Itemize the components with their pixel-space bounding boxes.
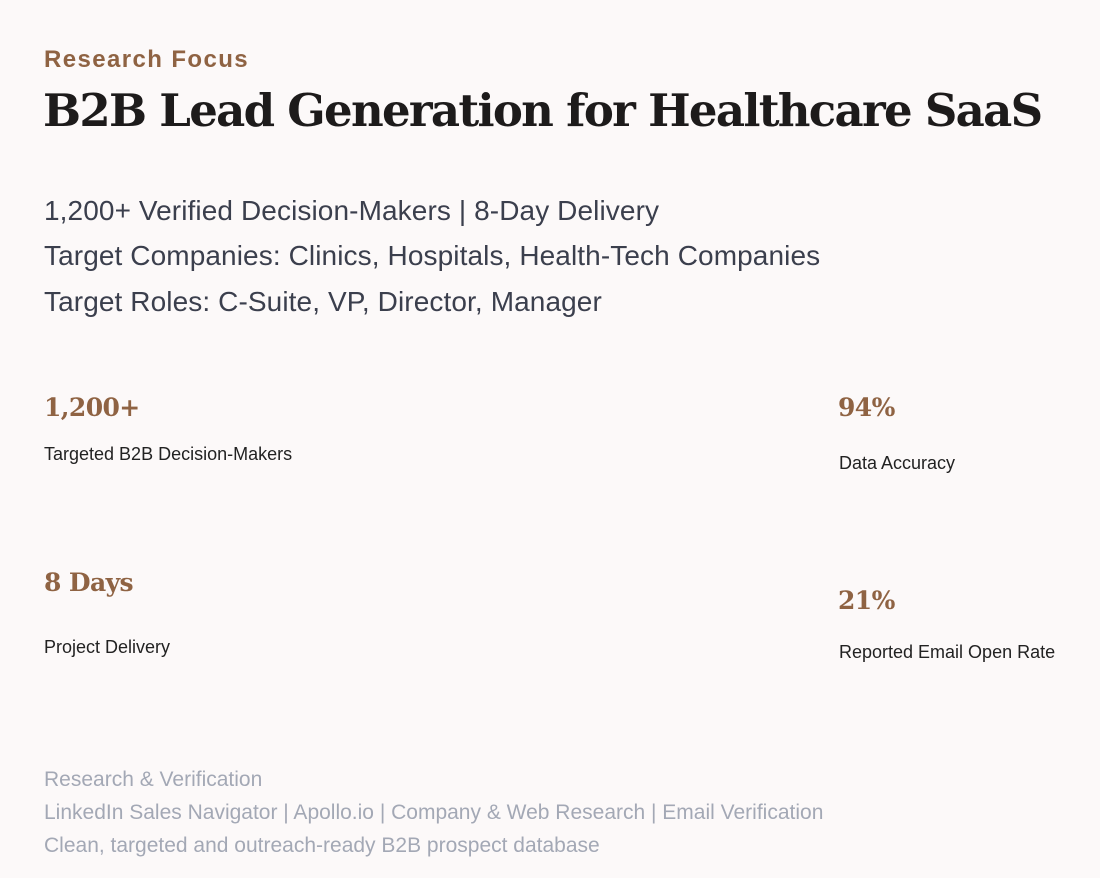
stat-label-decision-makers: Targeted B2B Decision-Makers [44,444,293,464]
stat-label-email-open-rate: Reported Email Open Rate [839,642,1056,662]
footer-outcome: Clean, targeted and outreach-ready B2B p… [44,834,600,857]
footer-heading: Research & Verification [44,768,263,791]
stat-value-data-accuracy: 94% [838,393,895,422]
section-eyebrow: Research Focus [44,46,250,73]
summary-line-roles: Target Roles: C-Suite, VP, Director, Man… [44,286,602,317]
stat-value-email-open-rate: 21% [838,586,895,615]
summary-line-delivery: 1,200+ Verified Decision-Makers | 8-Day … [44,195,660,226]
stat-value-project-delivery: 8 Days [44,568,134,597]
stat-value-decision-makers: 1,200+ [44,393,140,422]
stat-label-project-delivery: Project Delivery [44,637,171,657]
page-title: B2B Lead Generation for Healthcare SaaS [43,84,1043,137]
footer-tools: LinkedIn Sales Navigator | Apollo.io | C… [44,801,824,824]
stat-label-data-accuracy: Data Accuracy [839,453,956,473]
summary-line-companies: Target Companies: Clinics, Hospitals, He… [44,240,821,271]
